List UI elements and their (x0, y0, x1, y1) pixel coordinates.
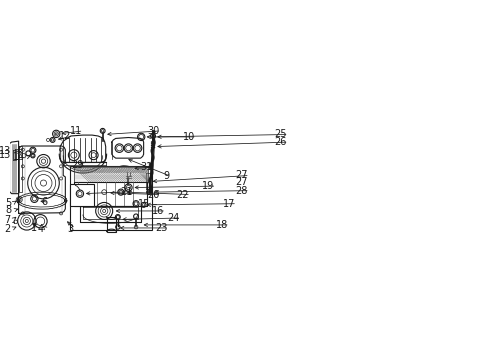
Text: 11: 11 (69, 126, 81, 136)
Text: 14: 14 (13, 152, 25, 162)
Text: 29: 29 (71, 160, 83, 170)
Text: 27: 27 (235, 177, 247, 187)
Text: 13: 13 (0, 150, 11, 160)
Text: 7: 7 (4, 215, 11, 225)
Text: 8: 8 (6, 205, 12, 215)
Text: 18: 18 (215, 220, 227, 230)
Text: 10: 10 (183, 132, 195, 142)
Text: 23: 23 (155, 223, 167, 233)
Text: 26: 26 (274, 137, 286, 147)
Text: 12: 12 (59, 131, 71, 141)
Text: 21: 21 (120, 186, 132, 197)
Text: 5: 5 (5, 198, 11, 208)
Text: 13: 13 (0, 147, 11, 157)
Bar (70, 166, 152, 230)
Text: 2: 2 (4, 224, 11, 234)
Text: 3: 3 (67, 224, 73, 234)
Text: 25: 25 (274, 130, 286, 139)
Bar (70, 184, 94, 206)
Text: 30: 30 (147, 126, 159, 136)
Text: 20: 20 (147, 190, 159, 199)
Text: 6: 6 (41, 197, 48, 207)
Text: 15: 15 (138, 199, 150, 209)
Text: 17: 17 (223, 199, 235, 209)
Text: 22: 22 (176, 190, 189, 199)
Text: 16: 16 (152, 206, 164, 216)
Text: 4: 4 (38, 224, 44, 234)
Text: 28: 28 (235, 186, 247, 195)
Text: 1: 1 (31, 223, 38, 233)
Text: 27: 27 (235, 170, 247, 180)
Bar (74, 167, 148, 182)
Text: 9: 9 (163, 171, 169, 181)
Text: 31: 31 (140, 162, 152, 172)
Text: 19: 19 (202, 181, 214, 191)
Text: 24: 24 (167, 213, 179, 223)
Bar (106, 217, 116, 231)
